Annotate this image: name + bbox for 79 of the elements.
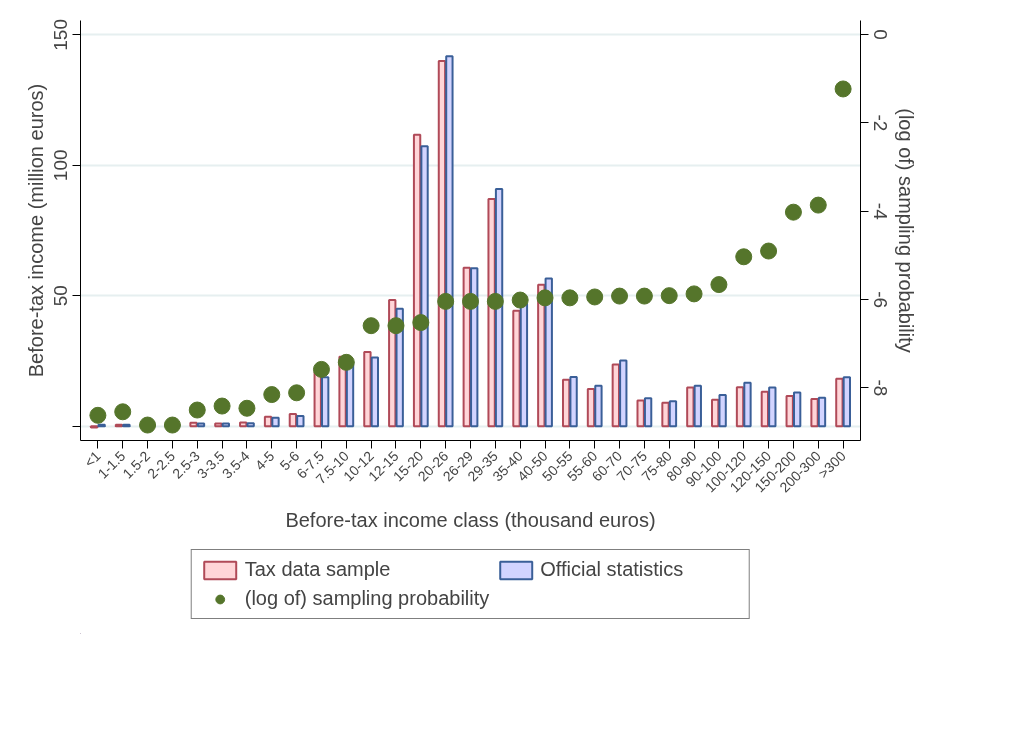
bar [519, 302, 529, 428]
y2-tick-label: -8 [869, 379, 891, 397]
bar [693, 384, 702, 428]
bar [189, 421, 198, 428]
bar [363, 351, 372, 428]
legend-label: (log of) sampling probability [244, 587, 490, 610]
x-tick-label: 4-5 [251, 447, 278, 474]
bar [321, 376, 330, 428]
point [561, 289, 579, 307]
bar [661, 401, 670, 428]
legend-label: Tax data sample [244, 558, 392, 581]
bar [594, 384, 603, 428]
bar [835, 377, 844, 428]
point [611, 287, 629, 305]
point [412, 314, 430, 332]
bar [569, 376, 578, 428]
y2-tick-label: 0 [869, 29, 891, 40]
point [263, 386, 281, 404]
point [163, 416, 181, 434]
bar [842, 376, 851, 428]
point [139, 416, 157, 434]
point [89, 406, 107, 424]
point [114, 403, 132, 421]
point [288, 384, 306, 402]
y2-tick-label: -6 [869, 291, 891, 309]
point [660, 287, 678, 305]
bar [196, 422, 206, 428]
point [710, 276, 728, 294]
point [735, 248, 753, 266]
point [462, 292, 479, 310]
point [486, 292, 504, 310]
bar [619, 359, 628, 428]
bar [296, 414, 305, 428]
bar [246, 422, 255, 428]
point [685, 285, 703, 303]
point [337, 353, 355, 371]
bar [718, 394, 727, 428]
point [760, 242, 778, 260]
point [536, 289, 554, 307]
bar [487, 197, 496, 428]
bar [420, 145, 429, 428]
bar [370, 356, 380, 428]
y2-tick-label: -4 [869, 202, 891, 221]
point [511, 291, 529, 309]
y2-axis-title: (log of) sampling probability [894, 108, 917, 353]
bar [768, 386, 777, 428]
bar [686, 386, 695, 428]
point [312, 360, 330, 378]
y-tick-label: 150 [50, 19, 72, 51]
bar [445, 55, 454, 428]
bar [643, 397, 653, 428]
point [635, 287, 653, 305]
y-axis-title: Before-tax income (million euros) [24, 83, 47, 378]
y-tick-label: 50 [50, 285, 72, 307]
bar [494, 188, 504, 428]
point [784, 203, 802, 221]
point [188, 401, 206, 419]
bar [214, 422, 223, 428]
point [437, 292, 455, 310]
bar [810, 398, 819, 428]
x-axis-title: Before-tax income class (thousand euros) [285, 509, 656, 532]
bar [668, 400, 678, 428]
y2-tick-label: -2 [869, 114, 891, 132]
point [834, 80, 852, 98]
bar [221, 422, 230, 428]
bar [512, 309, 521, 428]
point [809, 196, 827, 214]
bar [271, 416, 280, 428]
point [586, 288, 604, 306]
point [362, 317, 380, 335]
point [213, 397, 231, 415]
bar [743, 381, 752, 428]
legend-label: Official statistics [540, 558, 685, 581]
bar [636, 399, 645, 428]
y-tick-label: 100 [50, 149, 72, 182]
point [387, 317, 405, 335]
bar [792, 391, 802, 428]
point [238, 399, 256, 417]
bar [817, 396, 827, 428]
